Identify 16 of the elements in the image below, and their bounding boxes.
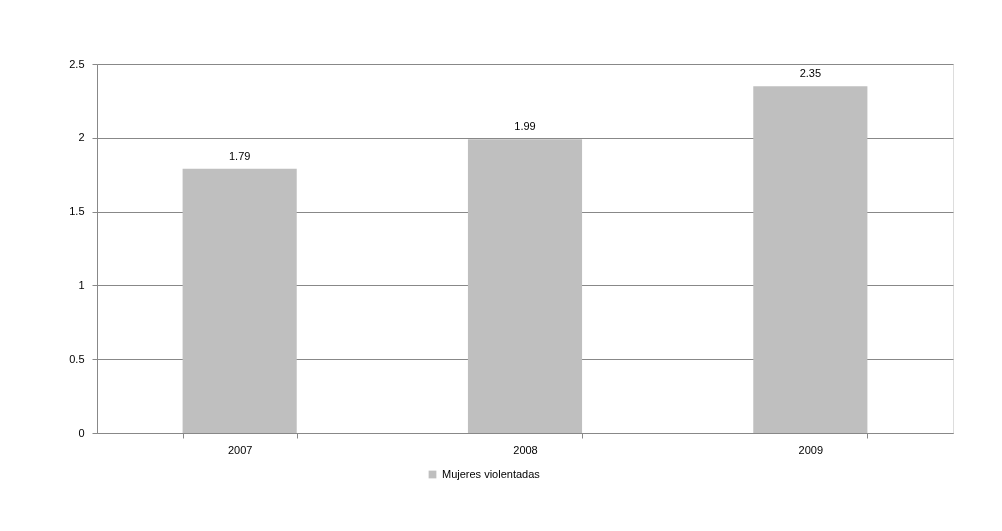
y-tick-label: 0	[78, 426, 85, 439]
x-tick-label: 2008	[513, 443, 538, 456]
x-tick-label: 2007	[227, 443, 253, 456]
data-label: 1.79	[228, 149, 251, 162]
data-label: 1.99	[514, 120, 536, 133]
y-tick-label: 2.5	[69, 57, 85, 70]
y-tick-label: 1.5	[69, 205, 85, 218]
legend-label: Mujeres violentadas	[442, 467, 541, 480]
bar	[182, 168, 297, 433]
data-label: 2.35	[799, 67, 822, 80]
bar	[753, 86, 868, 433]
x-tick-label: 2009	[798, 443, 824, 456]
y-tick-label: 1	[78, 278, 85, 291]
bar	[467, 139, 583, 433]
y-tick-label: 2	[78, 131, 85, 144]
y-tick-label: 0.5	[69, 352, 85, 365]
